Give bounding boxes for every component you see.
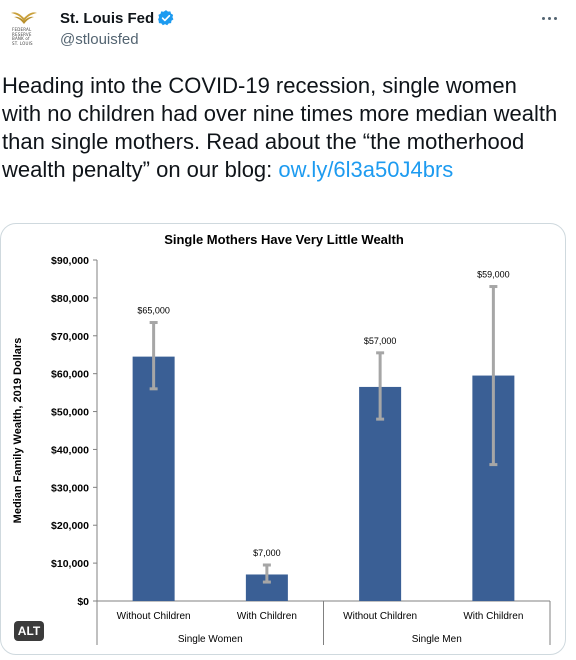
x-tick-label: With Children xyxy=(463,611,523,622)
y-tick-label: $70,000 xyxy=(51,331,89,343)
tweet-media-chart[interactable]: Single Mothers Have Very Little Wealth Me… xyxy=(0,223,566,655)
y-tick-label: $90,000 xyxy=(51,255,89,267)
chart-title: Single Mothers Have Very Little Wealth xyxy=(164,232,404,247)
data-label: $65,000 xyxy=(137,306,170,316)
y-tick-label: $0 xyxy=(77,596,89,608)
group-label: Single Women xyxy=(178,634,243,645)
bar xyxy=(359,386,402,601)
y-tick-label: $30,000 xyxy=(51,482,89,494)
tweet-header: FEDERAL RESERVE BANK of ST. LOUIS St. Lo… xyxy=(0,0,576,64)
alt-text-badge[interactable]: ALT xyxy=(14,621,44,641)
st-louis-fed-logo[interactable]: FEDERAL RESERVE BANK of ST. LOUIS xyxy=(8,10,40,50)
group-label: Single Men xyxy=(412,634,462,645)
verified-badge-icon xyxy=(158,10,174,26)
tweet-body: Heading into the COVID-19 recession, sin… xyxy=(2,73,558,182)
bar-chart: Single Mothers Have Very Little Wealth Me… xyxy=(12,232,551,645)
y-tick-label: $60,000 xyxy=(51,369,89,381)
x-tick-label: Without Children xyxy=(117,611,191,622)
account-name[interactable]: St. Louis Fed xyxy=(60,9,155,27)
x-tick-label: With Children xyxy=(237,611,297,622)
more-options-icon[interactable] xyxy=(534,6,564,30)
logo-text: FEDERAL RESERVE BANK of ST. LOUIS xyxy=(12,27,33,46)
account-handle[interactable]: @stlouisfed xyxy=(60,31,139,48)
y-tick-label: $40,000 xyxy=(51,444,89,456)
blog-link[interactable]: ow.ly/6l3a50J4brs xyxy=(278,157,454,182)
eagle-icon xyxy=(11,12,37,24)
data-label: $57,000 xyxy=(364,336,397,346)
y-tick-label: $80,000 xyxy=(51,293,89,305)
bar xyxy=(132,356,175,601)
tweet-text: Heading into the COVID-19 recession, sin… xyxy=(2,72,562,184)
y-axis-label: Median Family Wealth, 2019 Dollars xyxy=(12,338,24,524)
y-tick-label: $20,000 xyxy=(51,520,89,532)
data-label: $59,000 xyxy=(477,270,510,280)
data-label: $7,000 xyxy=(253,548,281,558)
y-tick-label: $10,000 xyxy=(51,558,89,570)
y-tick-label: $50,000 xyxy=(51,407,89,419)
x-tick-label: Without Children xyxy=(343,611,417,622)
